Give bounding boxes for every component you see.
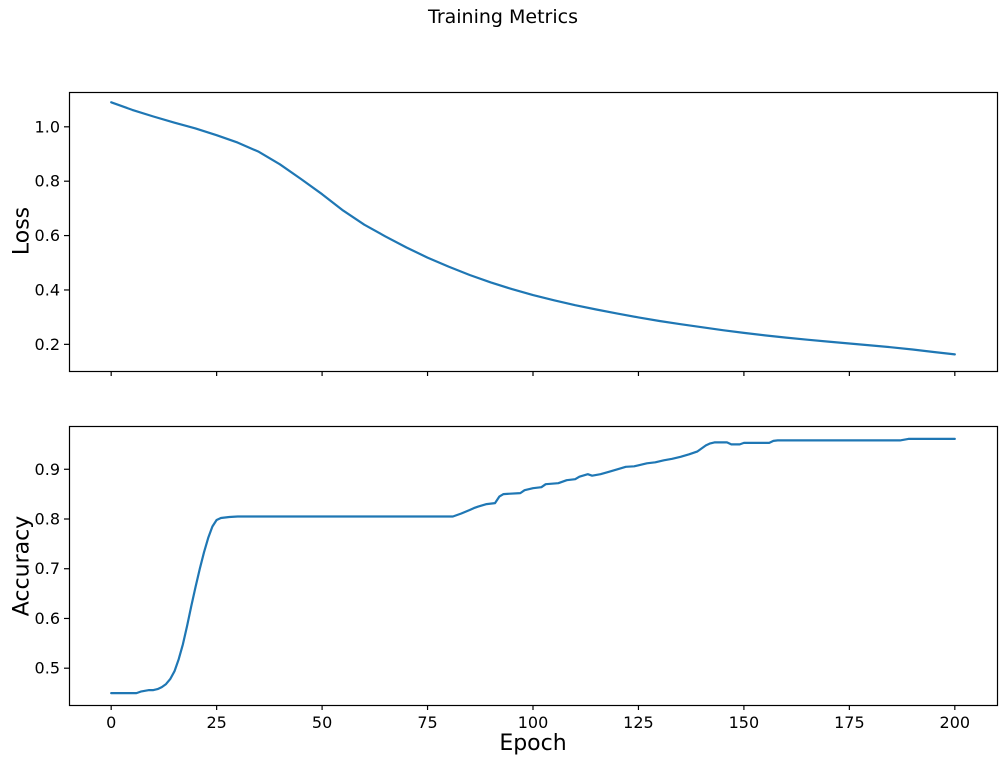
epoch-x-axis-label: Epoch [499,731,567,756]
accuracy-x-tick-label: 200 [940,713,971,732]
accuracy-line [110,437,956,695]
accuracy-y-tick-label: 0.8 [35,510,60,529]
loss-y-tick-label: 0.4 [35,280,60,299]
loss-line [110,101,956,356]
loss-y-tick-label: 1.0 [35,117,60,136]
accuracy-y-tick-label: 0.7 [35,559,60,578]
loss-y-tick-label: 0.6 [35,226,60,245]
accuracy-y-tick-label: 0.9 [35,460,60,479]
accuracy-x-tick-label: 125 [623,713,654,732]
accuracy-x-tick-label: 75 [417,713,437,732]
accuracy-axes-frame [68,425,999,707]
loss-y-axis-label: Loss [9,206,35,256]
accuracy-y-axis-label: Accuracy [9,515,35,617]
loss-y-tick-label: 0.2 [35,335,60,354]
accuracy-x-tick-label: 175 [834,713,865,732]
accuracy-x-tick-label: 50 [312,713,332,732]
accuracy-y-tick-label: 0.6 [35,609,60,628]
loss-axes-frame [68,91,999,373]
accuracy-x-tick-label: 0 [106,713,116,732]
accuracy-x-tick-label: 25 [206,713,226,732]
accuracy-x-tick-label: 150 [729,713,760,732]
accuracy-y-tick-label: 0.5 [35,659,60,678]
loss-y-tick-label: 0.8 [35,172,60,191]
accuracy-x-tick-label: 100 [518,713,549,732]
figure-title: Training Metrics [428,6,578,28]
